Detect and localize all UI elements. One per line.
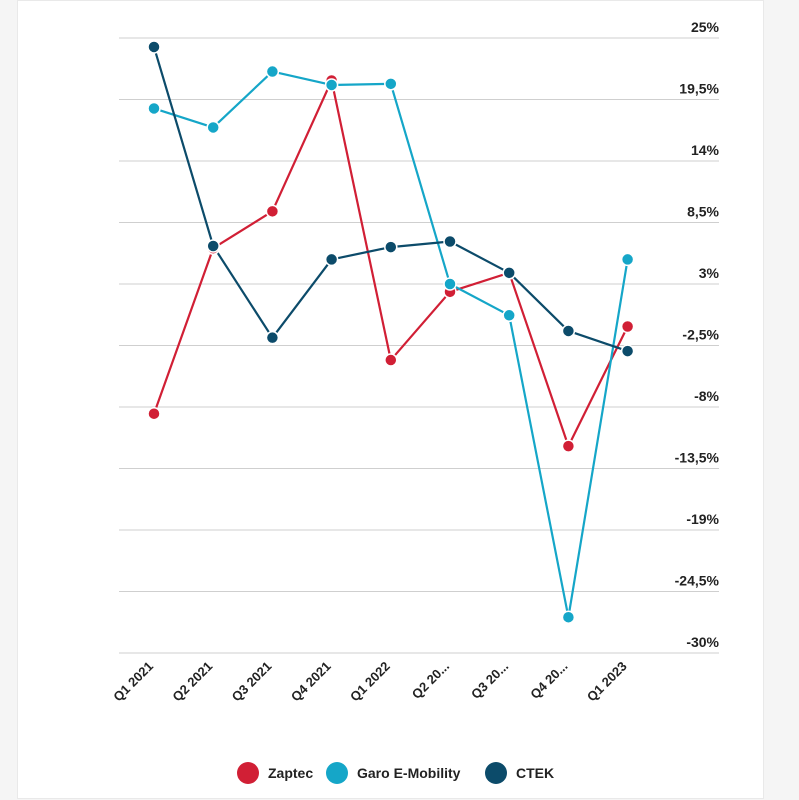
series-lines [152, 46, 629, 619]
data-point[interactable] [265, 64, 280, 79]
data-point[interactable] [620, 252, 635, 267]
x-tick-label: Q3 2021 [229, 659, 275, 705]
y-tick-label: 19,5% [679, 81, 719, 97]
data-point[interactable] [384, 353, 398, 367]
legend-label: Garo E-Mobility [357, 765, 461, 781]
data-point[interactable] [443, 277, 457, 291]
data-point[interactable] [147, 101, 161, 116]
legend-label: CTEK [516, 765, 554, 781]
legend-swatch [237, 762, 259, 784]
x-axis-ticks: Q1 2021 Q2 2021 Q3 2021 Q4 2021 Q1 2022 Q2 20… [110, 659, 629, 705]
y-tick-label: -24,5% [675, 573, 720, 589]
legend-item[interactable]: Zaptec [237, 762, 313, 784]
y-tick-label: -8% [694, 388, 719, 404]
data-point[interactable] [206, 239, 220, 253]
data-point[interactable] [324, 252, 339, 267]
data-point[interactable] [384, 77, 398, 91]
y-tick-label: 25% [691, 19, 720, 35]
series-line [153, 70, 629, 619]
data-point[interactable] [443, 234, 457, 249]
data-point[interactable] [384, 240, 398, 254]
gridlines [119, 37, 719, 654]
legend: Zaptec Garo E-Mobility CTEK [237, 762, 554, 784]
series-line [152, 46, 628, 353]
legend-label: Zaptec [268, 765, 313, 781]
x-tick-label: Q3 20... [468, 659, 511, 702]
x-tick-label: Q1 2022 [347, 659, 393, 705]
y-axis-ticks: 25% 19,5% 14% 8,5% 3% -2,5% -8% -13,5% -19% -24,5… [675, 19, 720, 650]
y-tick-label: 14% [691, 142, 720, 158]
data-point[interactable] [147, 406, 161, 421]
data-point[interactable] [502, 266, 516, 280]
data-point[interactable] [265, 330, 280, 345]
y-tick-label: -13,5% [675, 450, 720, 466]
data-point[interactable] [561, 324, 576, 338]
data-point[interactable] [206, 120, 220, 135]
legend-swatch [485, 762, 507, 784]
data-point[interactable] [561, 610, 576, 624]
x-tick-label: Q4 20... [527, 659, 570, 702]
legend-swatch [326, 762, 348, 784]
data-point[interactable] [147, 40, 161, 54]
x-tick-label: Q1 2021 [110, 659, 156, 705]
line-chart: 25% 19,5% 14% 8,5% 3% -2,5% -8% -13,5% -19% -24,5… [110, 19, 720, 784]
series-points [147, 40, 635, 624]
data-point[interactable] [620, 319, 635, 334]
chart-card: 25% 19,5% 14% 8,5% 3% -2,5% -8% -13,5% -19% -24,5… [17, 0, 764, 799]
data-point[interactable] [502, 308, 516, 323]
data-point[interactable] [620, 344, 635, 358]
data-point[interactable] [324, 78, 339, 92]
y-tick-label: 8,5% [687, 204, 719, 220]
data-point[interactable] [561, 439, 576, 453]
y-tick-label: -30% [686, 634, 719, 650]
legend-item[interactable]: Garo E-Mobility [326, 762, 461, 784]
x-tick-label: Q1 2023 [584, 659, 630, 705]
legend-item[interactable]: CTEK [485, 762, 554, 784]
data-point[interactable] [265, 204, 280, 219]
y-tick-label: 3% [699, 265, 720, 281]
x-tick-label: Q4 2021 [288, 659, 334, 705]
x-tick-label: Q2 20... [409, 659, 452, 702]
y-tick-label: -2,5% [682, 327, 719, 343]
y-tick-label: -19% [686, 511, 719, 527]
x-tick-label: Q2 2021 [169, 659, 215, 705]
